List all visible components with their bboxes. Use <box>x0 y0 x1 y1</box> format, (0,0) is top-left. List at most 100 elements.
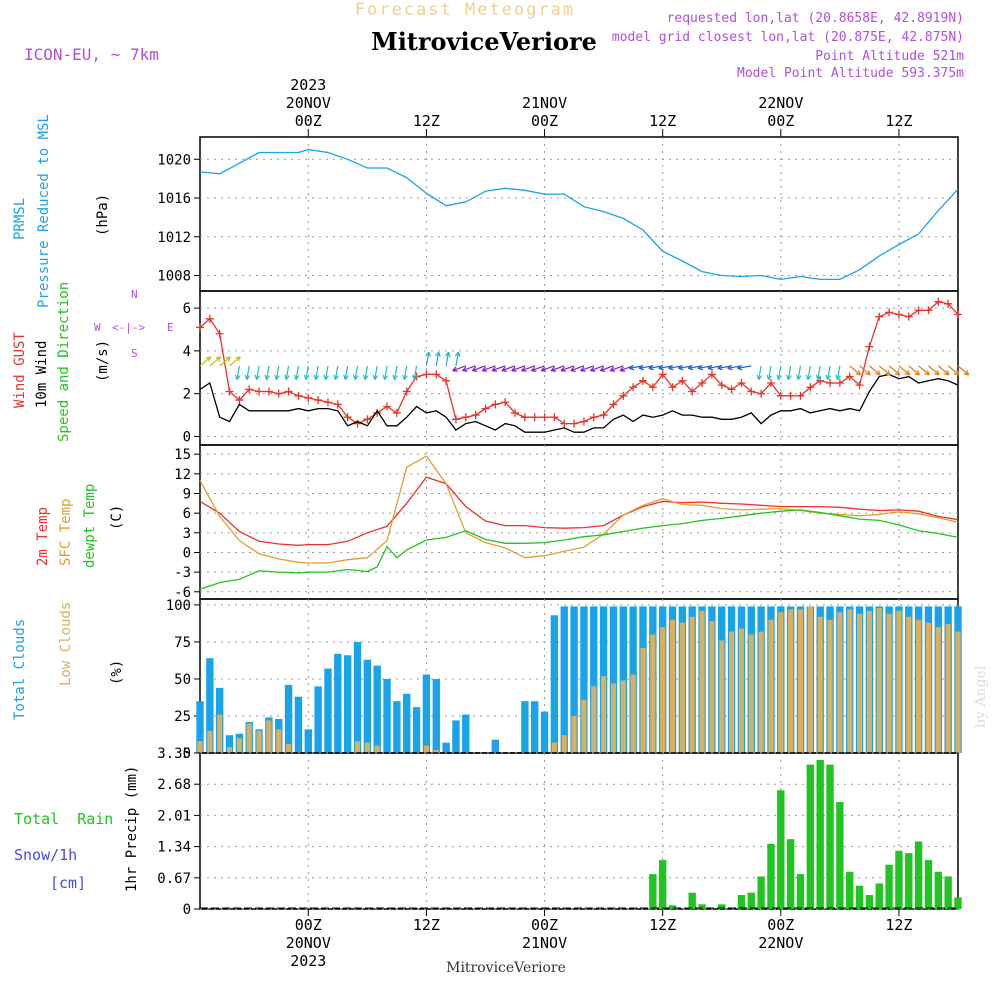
gust-point <box>914 306 923 315</box>
gust-point <box>658 370 667 379</box>
rain-bar <box>698 904 706 909</box>
rain-bar <box>875 883 883 909</box>
low-clouds-bar <box>837 612 843 753</box>
total-clouds-bar <box>206 658 214 753</box>
wind-direction-arrow <box>827 365 831 380</box>
low-clouds-bar <box>729 631 735 753</box>
gust-point <box>225 387 234 396</box>
y-tick-label: 1020 <box>157 152 191 168</box>
series-line-2m-temp <box>199 476 959 546</box>
wind-direction-arrow <box>364 365 368 380</box>
total-clouds-bar <box>412 707 421 753</box>
wind-direction-arrow <box>481 365 496 372</box>
rain-bar <box>895 850 903 909</box>
wind-arrowhead <box>425 351 431 358</box>
wind-direction-arrow <box>918 365 930 376</box>
gust-point <box>481 404 490 413</box>
rain-bar <box>954 897 962 909</box>
low-clouds-bar <box>906 616 912 753</box>
wind-direction-arrow <box>678 365 693 369</box>
wind-direction-arrow <box>511 365 526 372</box>
wind-direction-arrow <box>246 365 250 380</box>
wind-direction-arrow <box>455 351 459 366</box>
low-clouds-bar <box>620 680 626 753</box>
gust-point <box>402 387 411 396</box>
wind-arrowhead <box>501 366 507 372</box>
gust-point <box>432 370 441 379</box>
wind-direction-arrow <box>869 365 881 376</box>
low-clouds-bar <box>266 720 272 753</box>
compass-east: E <box>167 321 174 334</box>
wind-arrowhead <box>825 374 832 381</box>
gust-point <box>717 381 726 390</box>
pressure-frame <box>199 136 959 292</box>
gust-point <box>875 312 884 321</box>
wind-arrowhead <box>884 370 891 376</box>
gust-point <box>944 299 953 308</box>
low-clouds-bar <box>630 674 636 753</box>
wind-arrowhead <box>668 364 674 371</box>
wind-direction-arrow <box>787 365 792 380</box>
wind-direction-arrow <box>403 365 408 380</box>
y-tick-label: 2.68 <box>157 777 191 793</box>
clouds-title-2: Low Clouds <box>58 602 74 686</box>
wind-direction-arrow <box>648 365 663 369</box>
wind-direction-arrow <box>265 365 270 380</box>
wind-direction-arrow <box>629 365 644 369</box>
wind-title-3: Speed and Direction <box>56 282 72 442</box>
compass-west: W <box>94 321 101 334</box>
wind-direction-arrow <box>531 365 545 372</box>
wind-direction-arrow <box>609 365 624 372</box>
total-clouds-bar <box>619 606 627 753</box>
gust-point <box>323 398 332 407</box>
y-tick-label: 25 <box>174 709 191 725</box>
low-clouds-bar <box>217 714 223 753</box>
wind-arrowhead <box>284 374 290 381</box>
gust-point <box>786 391 795 400</box>
wind-arrowhead <box>445 351 451 358</box>
gust-point <box>619 391 628 400</box>
wind-direction-arrow <box>727 365 742 369</box>
wind-arrowhead <box>402 374 408 381</box>
gust-point <box>196 323 204 332</box>
gust-point <box>904 312 913 321</box>
gust-point <box>343 413 352 422</box>
wind-arrowhead <box>215 356 222 362</box>
total-clouds-bar <box>452 720 460 753</box>
gust-point <box>678 376 687 385</box>
wind-direction-arrow <box>334 365 339 380</box>
wind-arrowhead <box>786 374 792 381</box>
wind-direction-arrow <box>472 365 486 372</box>
gust-point <box>215 329 224 338</box>
clouds-panel: 0 25 50 75 100 <box>166 598 962 762</box>
low-clouds-bar <box>955 631 961 753</box>
gust-point <box>294 391 303 400</box>
total-clouds-bar <box>580 606 588 753</box>
top-time-label: 00Z <box>531 112 558 130</box>
series-line-sfc-temp <box>199 455 959 564</box>
total-clouds-bar <box>373 665 381 753</box>
gust-point <box>530 413 539 422</box>
low-clouds-bar <box>571 715 577 753</box>
gust-point <box>855 381 864 390</box>
rain-bar <box>688 892 696 909</box>
wind-panel: 0 2 4 6 <box>183 290 970 446</box>
gust-point <box>245 385 254 394</box>
wind-arrowhead <box>805 374 812 381</box>
wind-direction-arrow <box>354 365 359 380</box>
low-clouds-bar <box>797 609 804 753</box>
gust-point <box>757 389 766 398</box>
wind-arrowhead <box>619 366 626 372</box>
model-altitude: Model Point Altitude 593.375m <box>737 66 964 81</box>
y-tick-label: -6 <box>174 585 191 601</box>
bottom-time-label: 00Z <box>295 916 322 934</box>
wind-direction-arrow <box>570 365 585 372</box>
y-tick-label: 0 <box>183 429 191 445</box>
y-tick-label: 3 <box>183 526 191 542</box>
top-time-label: 00Z <box>767 112 794 130</box>
rain-bar <box>865 895 874 909</box>
gust-point <box>274 389 283 398</box>
wind-title-1: Wind GUST <box>12 332 28 408</box>
top-time-label: 00Z <box>295 112 322 130</box>
